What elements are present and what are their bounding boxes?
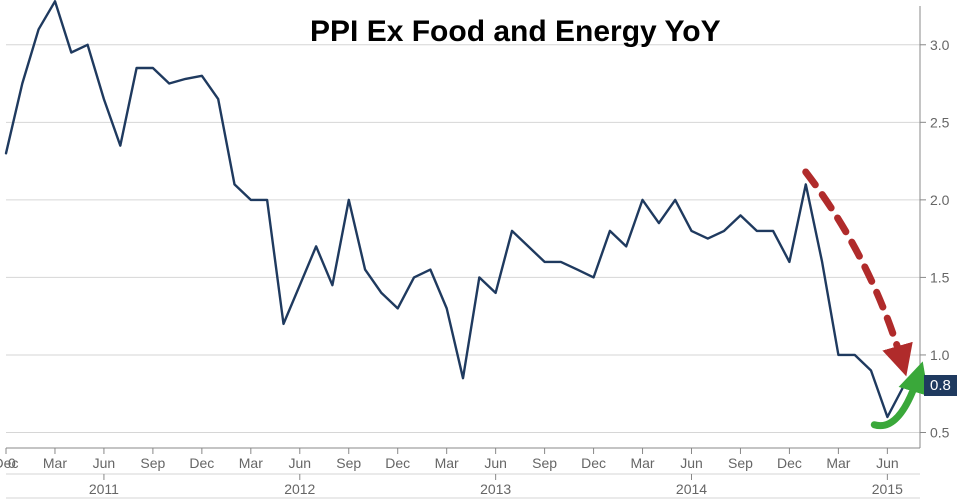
x-tick-label: Mar	[435, 455, 459, 471]
x-tick-label: Mar	[43, 455, 67, 471]
chart-svg: 0.5 1.0 1.5 2.0 2.5 3.0 Dec Mar Jun Sep Dec Mar Jun S…	[0, 0, 962, 500]
x-tick-label: Sep	[728, 455, 753, 471]
x-tick-label: Jun	[876, 455, 899, 471]
x-tick-label: Dec	[385, 455, 410, 471]
y-tick-label: 2.5	[930, 114, 950, 130]
chart-bg	[0, 0, 962, 500]
x-tick-label: Dec	[189, 455, 214, 471]
chart-title: PPI Ex Food and Energy YoY	[310, 15, 721, 49]
x-year-label: 2015	[872, 481, 903, 497]
x-tick-label: Mar	[826, 455, 850, 471]
x-tick-label: Jun	[93, 455, 116, 471]
x-tick-label: Dec	[777, 455, 802, 471]
x-year-label: 2012	[284, 481, 315, 497]
x-year-label: 2011	[89, 481, 119, 497]
x-tick-label: Sep	[532, 455, 557, 471]
y-tick-label: 2.0	[930, 192, 950, 208]
x-tick-label: Sep	[336, 455, 361, 471]
x-tick-label: Dec	[581, 455, 606, 471]
x-tick-label: Jun	[484, 455, 507, 471]
x-tick-label: Sep	[140, 455, 165, 471]
y-tick-label: 0.5	[930, 424, 950, 440]
x-tick-label: Mar	[239, 455, 263, 471]
chart-container: 0.5 1.0 1.5 2.0 2.5 3.0 Dec Mar Jun Sep Dec Mar Jun S…	[0, 0, 962, 500]
y-tick-label: 1.0	[930, 347, 950, 363]
x-year-label: 2013	[480, 481, 511, 497]
y-tick-label: 1.5	[930, 269, 950, 285]
x-year-label: 2014	[676, 481, 707, 497]
y-tick-label: 3.0	[930, 37, 950, 53]
x-left-edge-label: 0	[8, 455, 16, 471]
last-value-badge: 0.8	[924, 375, 957, 396]
x-tick-label: Jun	[288, 455, 311, 471]
x-tick-label: Jun	[680, 455, 703, 471]
x-tick-label: Mar	[630, 455, 654, 471]
